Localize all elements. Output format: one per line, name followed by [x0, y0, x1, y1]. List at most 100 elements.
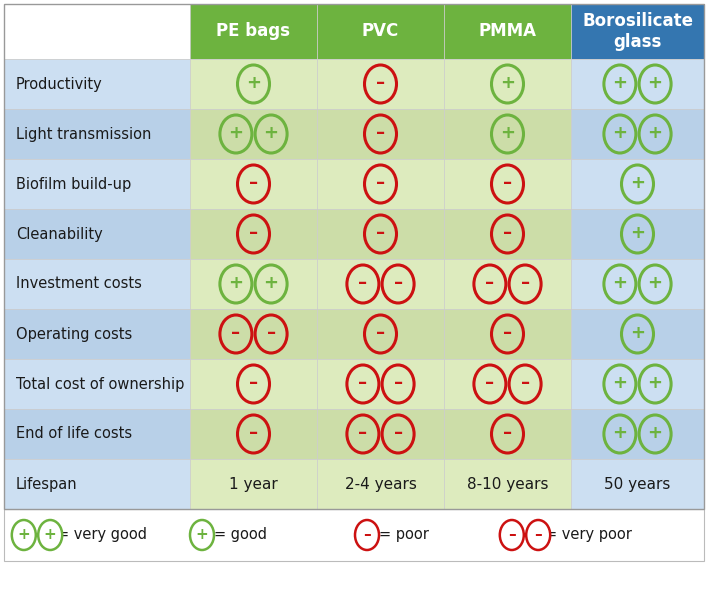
Text: Cleanability: Cleanability — [16, 227, 103, 241]
Ellipse shape — [526, 520, 550, 550]
Bar — [444, 4, 571, 59]
Ellipse shape — [238, 165, 269, 203]
Text: –: – — [503, 174, 512, 192]
Text: Lifespan: Lifespan — [16, 477, 78, 491]
Text: –: – — [394, 374, 402, 392]
Text: +: + — [246, 75, 261, 92]
Text: +: + — [630, 224, 645, 243]
Bar — [190, 4, 317, 59]
Bar — [444, 209, 571, 259]
Bar — [4, 59, 190, 109]
Text: +: + — [613, 125, 627, 142]
Text: –: – — [376, 74, 385, 92]
Text: +: + — [17, 527, 30, 542]
Text: –: – — [359, 274, 367, 292]
Text: –: – — [508, 527, 516, 542]
Ellipse shape — [492, 65, 523, 103]
Text: +: + — [613, 274, 627, 292]
Text: +: + — [264, 125, 279, 142]
Bar — [317, 409, 444, 459]
Ellipse shape — [255, 115, 287, 153]
Ellipse shape — [474, 365, 506, 403]
Ellipse shape — [238, 415, 269, 453]
Text: +: + — [647, 375, 662, 393]
Text: –: – — [394, 424, 402, 442]
Ellipse shape — [238, 215, 269, 253]
Bar — [571, 209, 704, 259]
Text: = good: = good — [214, 528, 267, 542]
Text: –: – — [534, 527, 542, 542]
Bar — [4, 409, 190, 459]
Bar — [190, 209, 317, 259]
Ellipse shape — [621, 215, 654, 253]
Bar — [571, 259, 704, 309]
Ellipse shape — [382, 265, 414, 303]
Ellipse shape — [220, 315, 252, 353]
Ellipse shape — [238, 365, 269, 403]
Ellipse shape — [382, 365, 414, 403]
Bar — [317, 209, 444, 259]
Bar — [571, 309, 704, 359]
Bar — [4, 359, 190, 409]
Text: 8-10 years: 8-10 years — [467, 477, 548, 491]
Text: 2-4 years: 2-4 years — [345, 477, 416, 491]
Bar — [444, 59, 571, 109]
Text: –: – — [394, 274, 402, 292]
Ellipse shape — [255, 265, 287, 303]
Ellipse shape — [492, 165, 523, 203]
Text: +: + — [264, 274, 279, 292]
Ellipse shape — [492, 315, 523, 353]
Ellipse shape — [621, 315, 654, 353]
Text: = poor: = poor — [379, 528, 429, 542]
Bar — [317, 159, 444, 209]
Bar — [317, 4, 444, 59]
Ellipse shape — [492, 415, 523, 453]
Ellipse shape — [492, 215, 523, 253]
Text: –: – — [266, 324, 276, 342]
Text: Productivity: Productivity — [16, 77, 103, 91]
Bar — [317, 259, 444, 309]
Ellipse shape — [364, 165, 397, 203]
Bar — [4, 309, 190, 359]
Text: –: – — [249, 424, 258, 442]
Ellipse shape — [639, 65, 671, 103]
Text: –: – — [503, 224, 512, 242]
Bar — [571, 409, 704, 459]
Text: –: – — [376, 124, 385, 142]
Bar — [4, 109, 190, 159]
Bar — [571, 359, 704, 409]
Text: +: + — [630, 174, 645, 193]
Text: –: – — [485, 374, 495, 392]
Bar — [4, 509, 704, 561]
Bar — [4, 209, 190, 259]
Text: +: + — [44, 527, 57, 542]
Text: Borosilicate
glass: Borosilicate glass — [582, 12, 693, 51]
Text: +: + — [196, 527, 208, 542]
Text: –: – — [249, 374, 258, 392]
Bar — [190, 109, 317, 159]
Ellipse shape — [509, 365, 541, 403]
Text: = very good: = very good — [57, 528, 147, 542]
Text: –: – — [376, 224, 385, 242]
Text: –: – — [363, 527, 371, 542]
Bar — [571, 109, 704, 159]
Ellipse shape — [220, 115, 252, 153]
Ellipse shape — [492, 115, 523, 153]
Ellipse shape — [347, 365, 379, 403]
Ellipse shape — [639, 415, 671, 453]
Ellipse shape — [364, 65, 397, 103]
Text: +: + — [630, 325, 645, 342]
Text: –: – — [485, 274, 495, 292]
Ellipse shape — [604, 115, 636, 153]
Text: 50 years: 50 years — [604, 477, 671, 491]
Ellipse shape — [604, 415, 636, 453]
Text: –: – — [376, 174, 385, 192]
Bar — [444, 159, 571, 209]
Ellipse shape — [639, 265, 671, 303]
Text: –: – — [503, 324, 512, 342]
Text: +: + — [613, 375, 627, 393]
Bar — [444, 409, 571, 459]
Ellipse shape — [639, 115, 671, 153]
Ellipse shape — [12, 520, 36, 550]
Text: +: + — [647, 125, 662, 142]
